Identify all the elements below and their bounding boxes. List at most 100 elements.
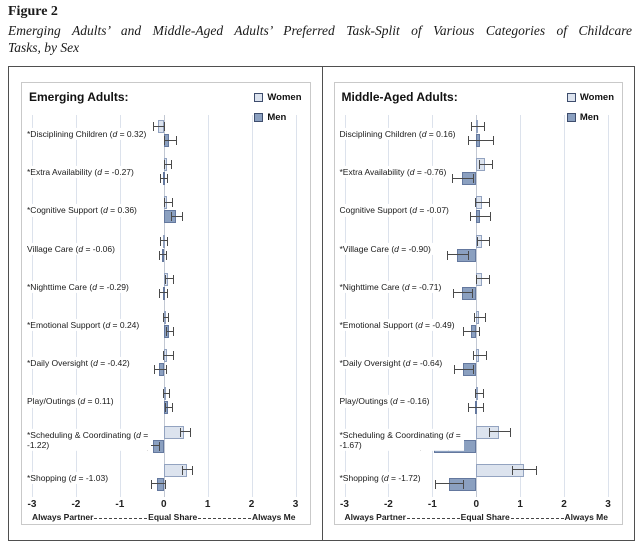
women-error-bar (473, 313, 487, 322)
gridline (432, 115, 434, 497)
chart-row: Play/Outings (d = -0.16) (339, 382, 609, 420)
men-error-bar (463, 327, 480, 336)
x-tick-label: 1 (517, 499, 523, 510)
chart-row: *Nighttime Care (d = -0.71) (339, 268, 609, 306)
chart-row: *Extra Availability (d = -0.76) (339, 153, 609, 191)
x-axis-ticks: -3 -2 -1 0 1 2 3 (340, 499, 611, 512)
men-error-bar (165, 403, 174, 413)
men-error-bar (467, 136, 494, 145)
chart-row: *Disciplining Children (d = 0.32) (27, 115, 296, 153)
gridline (251, 115, 253, 497)
men-bar (161, 248, 164, 262)
men-bar (162, 286, 165, 300)
chart-box: Middle-Aged Adults: Women Men Disciplini… (333, 82, 623, 525)
women-error-bar (478, 160, 494, 170)
figure-label: Figure 2 (8, 4, 58, 19)
chart-row: *Daily Oversight (d = -0.42) (27, 344, 296, 382)
gridline (32, 115, 33, 497)
gridline (119, 115, 121, 497)
x-axis-label-part: Equal Share (148, 512, 198, 522)
men-bar (152, 439, 164, 453)
x-axis-ticks: -3 -2 -1 0 1 2 3 (28, 499, 299, 512)
x-axis-label-part: Always Me (564, 512, 608, 522)
legend-label-men: Men (579, 112, 599, 123)
x-tick-label: 2 (561, 499, 567, 510)
x-tick-label: -1 (427, 499, 437, 510)
men-bar (456, 248, 477, 262)
legend: Women Men (566, 92, 614, 123)
x-tick-label: -1 (115, 499, 125, 510)
women-bar (163, 272, 169, 286)
x-tick-label: 2 (248, 499, 255, 510)
legend-item-men: Men (254, 112, 301, 123)
x-axis-label: Always Partner Equal Share Always Me (344, 512, 609, 522)
men-bar (157, 477, 164, 491)
chart-row: *Scheduling & Coordinating (d = -1.22) (27, 421, 296, 459)
legend-label-women: Women (579, 92, 614, 103)
men-error-bar (158, 250, 168, 260)
women-error-bar (162, 313, 170, 322)
x-axis-label: Always Partner Equal Share Always Me (32, 512, 296, 522)
legend-item-women: Women (254, 92, 302, 103)
category-label: *Scheduling & Coordinating (d = -1.67) (339, 428, 464, 451)
category-label: *Disciplining Children (d = 0.32) (27, 128, 149, 141)
women-error-bar (163, 160, 172, 170)
men-error-bar (165, 327, 174, 336)
women-error-bar (470, 122, 486, 131)
women-bar (162, 234, 165, 248)
women-bar (476, 158, 486, 172)
x-axis-label-part: Equal Share (460, 512, 510, 522)
men-bar (462, 172, 477, 186)
men-bar (476, 134, 480, 147)
women-error-bar (164, 274, 174, 284)
x-axis-label-part: Always Me (252, 512, 296, 522)
panel-emerging-adults: Emerging Adults: Women Men *Disciplining… (9, 67, 322, 540)
women-bar (163, 425, 185, 439)
x-axis-label-part: Always Partner (344, 512, 406, 522)
women-bar (476, 120, 479, 133)
women-error-bar (512, 465, 538, 475)
men-bar (475, 401, 478, 415)
category-label: Cognitive Support (d = -0.07) (339, 204, 451, 217)
men-bar (476, 210, 480, 224)
women-bar (476, 349, 479, 363)
zero-gridline (476, 115, 478, 497)
category-label: *Daily Oversight (d = -0.42) (27, 357, 132, 370)
men-bar (448, 477, 477, 491)
x-tick-label: -3 (27, 499, 37, 510)
men-error-bar (164, 136, 177, 145)
category-label: *Extra Availability (d = -0.27) (27, 166, 136, 179)
plot-area: *Disciplining Children (d = 0.32) *Extra … (27, 115, 297, 497)
women-error-bar (476, 236, 491, 246)
chart-row: *Cognitive Support (d = 0.36) (27, 191, 296, 229)
x-tick-label: 1 (204, 499, 211, 510)
chart-row: Village Care (d = -0.06) (27, 230, 296, 268)
chart-row: *Scheduling & Coordinating (d = -1.67) (339, 421, 609, 459)
men-bar (470, 325, 477, 338)
x-tick-label: 3 (605, 499, 611, 510)
figure-title-line2: Tasks, by Sex (8, 39, 80, 55)
chart-row: Disciplining Children (d = 0.16) (339, 115, 609, 153)
figure-header: Figure 2 Emerging Adults’ and Middle-Age… (8, 4, 632, 57)
women-error-bar (162, 351, 174, 361)
legend-label-women: Women (267, 92, 302, 103)
category-label: Play/Outings (d = 0.11) (27, 395, 116, 408)
category-label: *Emotional Support (d = 0.24) (27, 319, 142, 332)
category-label: *Cognitive Support (d = 0.36) (27, 204, 139, 217)
gridline (207, 115, 209, 497)
women-error-bar (179, 427, 192, 437)
panel-title: Emerging Adults: (29, 90, 129, 104)
gridline (75, 115, 77, 497)
x-tick-label: -2 (383, 499, 393, 510)
legend-item-women: Women (566, 92, 614, 103)
women-error-bar (473, 351, 487, 361)
men-swatch-icon (566, 113, 576, 122)
women-error-bar (475, 274, 491, 284)
men-swatch-icon (254, 113, 264, 122)
men-error-bar (153, 365, 168, 375)
panel-divider (321, 67, 323, 540)
men-error-bar (159, 288, 169, 298)
dashed-connector (94, 517, 148, 520)
figure-title-line1: Emerging Adults’ and Middle-Aged Adults’… (8, 22, 632, 38)
